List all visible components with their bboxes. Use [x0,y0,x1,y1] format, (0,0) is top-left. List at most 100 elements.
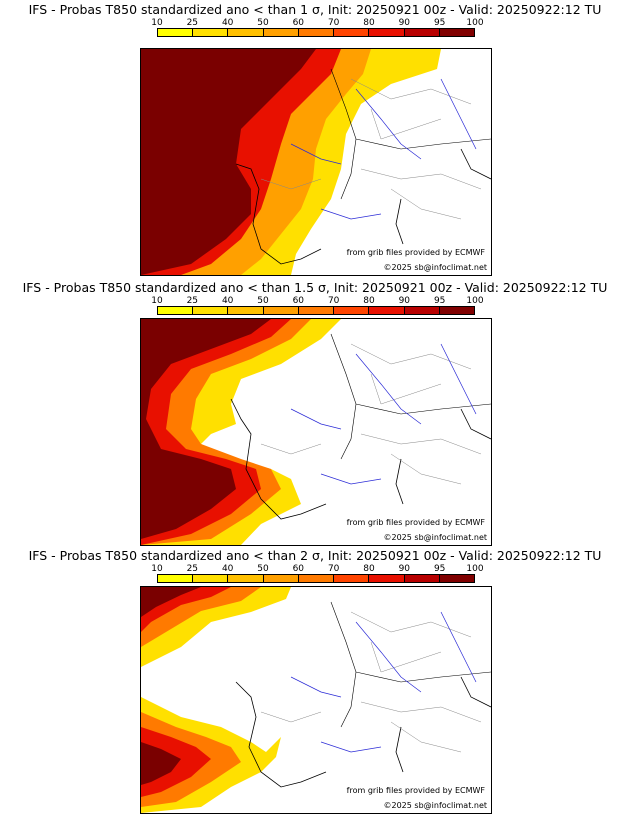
legend-swatch [193,307,229,314]
legend-tick-labels: 10 25 40 50 60 70 80 90 95 100 [151,18,483,28]
country-border [330,333,491,460]
legend-tick: 10 [151,564,163,574]
legend-swatch [369,29,405,36]
legend-swatch [228,307,264,314]
legend-swatch [298,575,335,582]
legend-tick: 95 [433,296,446,306]
legend-tick: 60 [292,18,305,28]
legend-swatch [334,307,370,314]
panel-title: IFS - Probas T850 standardized ano < tha… [22,280,608,295]
legend-swatch [263,307,299,314]
probability-map: from grib files provided by ECMWF ©2025 … [140,48,492,276]
legend-swatch [228,29,264,36]
legend-tick: 10 [151,296,163,306]
probability-map: from grib files provided by ECMWF ©2025 … [140,318,492,546]
legend-tick: 90 [398,296,411,306]
map-panel-2: IFS - Probas T850 standardized ano < tha… [0,280,630,550]
legend-swatch [369,307,405,314]
legend-tick: 95 [433,564,446,574]
legend-tick: 100 [466,564,484,574]
source-credit: from grib files provided by ECMWF [346,518,485,527]
copyright-text: ©2025 sb@infoclimat.net [383,801,488,810]
legend-tick: 70 [327,564,340,574]
legend-tick: 60 [292,564,305,574]
copyright-text: ©2025 sb@infoclimat.net [383,263,488,272]
rivers [290,611,477,753]
map-panel-1: IFS - Probas T850 standardized ano < tha… [0,2,630,276]
legend-swatch [263,29,299,36]
rivers [290,343,477,485]
legend-tick: 25 [186,564,199,574]
legend-swatch [158,29,194,36]
panel-title: IFS - Probas T850 standardized ano < tha… [28,2,602,17]
legend-swatch [439,29,474,36]
rivers [290,78,477,220]
copyright-text: ©2025 sb@infoclimat.net [383,533,488,542]
color-legend: 10 25 40 50 60 70 80 90 95 100 [151,18,484,38]
legend-tick: 40 [221,296,234,306]
legend-swatch [193,29,229,36]
legend-swatch [263,575,299,582]
map-panel-3: IFS - Probas T850 standardized ano < tha… [0,548,630,818]
legend-swatch [369,575,405,582]
color-legend: 10 25 40 50 60 70 80 90 95 100 [151,296,484,316]
source-credit: from grib files provided by ECMWF [346,786,485,795]
probability-area-high [141,587,231,797]
legend-tick: 40 [221,564,234,574]
legend-color-bar [157,28,475,37]
legend-tick: 100 [466,296,484,306]
probability-map: from grib files provided by ECMWF ©2025 … [140,586,492,814]
legend-tick: 10 [151,18,163,28]
legend-tick: 90 [398,18,411,28]
legend-tick: 50 [257,564,269,574]
legend-tick: 70 [327,296,340,306]
map-svg [141,587,491,813]
legend-tick: 80 [363,18,375,28]
coastline [235,148,491,265]
legend-color-bar [157,306,475,315]
legend-swatch [404,575,440,582]
legend-tick: 80 [363,564,375,574]
legend-swatch [298,29,335,36]
panel-title: IFS - Probas T850 standardized ano < tha… [28,548,602,563]
region-borders [260,611,482,753]
probability-area-max [141,49,316,275]
legend-tick: 80 [363,296,375,306]
coastline [230,398,491,520]
legend-swatch [439,575,474,582]
legend-swatch [439,307,474,314]
map-svg [141,319,491,545]
legend-color-bar [157,574,475,583]
country-border [330,68,491,200]
legend-tick-labels: 10 25 40 50 60 70 80 90 95 100 [151,296,483,306]
legend-swatch [228,575,264,582]
legend-tick: 90 [398,564,411,574]
legend-tick: 70 [327,18,340,28]
color-legend: 10 25 40 50 60 70 80 90 95 100 [151,564,484,584]
legend-tick: 60 [292,296,305,306]
map-svg [141,49,491,275]
legend-tick: 25 [186,296,199,306]
region-borders [260,78,482,220]
legend-swatch [298,307,335,314]
probability-area-max [141,319,271,539]
legend-swatch [404,29,440,36]
probability-area-max [141,587,201,785]
legend-swatch [334,29,370,36]
legend-tick: 100 [466,18,484,28]
legend-tick: 95 [433,18,446,28]
legend-swatch [404,307,440,314]
legend-tick: 40 [221,18,234,28]
country-border [330,601,491,728]
source-credit: from grib files provided by ECMWF [346,248,485,257]
coastline [235,676,491,788]
legend-swatch [158,307,194,314]
legend-tick: 50 [257,296,269,306]
legend-swatch [193,575,229,582]
region-borders [260,343,482,485]
legend-tick: 25 [186,18,199,28]
legend-tick-labels: 10 25 40 50 60 70 80 90 95 100 [151,564,483,574]
legend-swatch [158,575,194,582]
legend-swatch [334,575,370,582]
legend-tick: 50 [257,18,269,28]
